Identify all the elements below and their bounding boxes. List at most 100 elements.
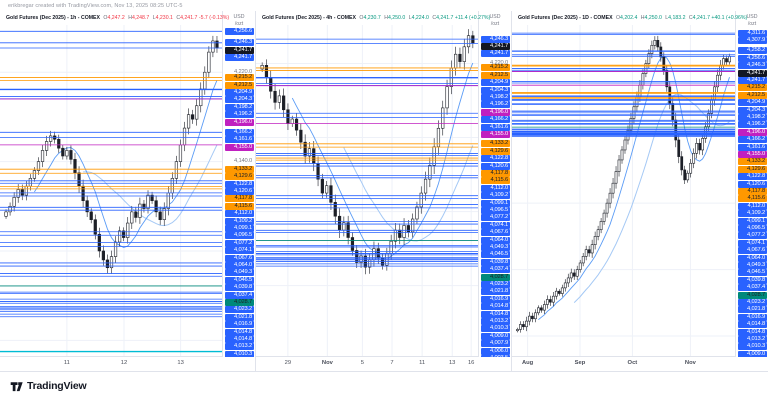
axis-time-tick: Aug: [521, 360, 534, 366]
axis-time-tick: 13: [448, 360, 456, 366]
level-price-label: 4,204.9: [481, 79, 510, 87]
price-scale-4h[interactable]: USD/ozt 4,220.0 4,246.3 4,241.7 4,241.7 4,215…: [478, 11, 511, 357]
legend-segment: H: [639, 15, 645, 21]
legend-segment: 4,230.1: [155, 15, 173, 21]
level-price-label: 4,064.0: [481, 236, 510, 244]
chart-panel-4h: Gold Futures (Dec 2025) - 4h - COMEX O4,…: [256, 11, 512, 371]
price-scale-unit: USD/ozt: [233, 14, 245, 27]
level-price-label: 4,003.5: [481, 354, 510, 357]
level-price-label: 4,046.5: [225, 276, 254, 284]
legend-segment: -5.7 (-0.13%): [197, 15, 230, 21]
level-price-label: 4,196.0: [225, 118, 254, 126]
level-price-label: 4,204.9: [225, 88, 254, 96]
level-price-label: 4,198.2: [225, 103, 254, 111]
axis-time-tick: 5: [360, 360, 365, 366]
credit-line: erikbregar created with TradingView.com,…: [8, 3, 183, 9]
level-price-label: 4,241.7: [481, 50, 510, 58]
level-price-label: 4,064.0: [225, 261, 254, 269]
level-price-label: 4,023.2: [225, 306, 254, 314]
legend-segment: 4,230.7: [363, 15, 381, 21]
level-price-label: 4,016.9: [738, 313, 767, 321]
level-price-label: 4,028.7: [481, 273, 510, 281]
time-axis-4h[interactable]: 29 Nov 5 7 11 13 16: [256, 356, 479, 371]
time-axis-1h[interactable]: 11 12 13: [0, 356, 223, 371]
legend-segment: O: [614, 15, 621, 21]
last-price-label: 4,241.7: [738, 69, 767, 77]
level-price-label: 4,067.6: [481, 229, 510, 237]
level-price-label: 4,196.0: [481, 108, 510, 116]
level-price-label: 4,129.6: [225, 173, 254, 181]
tradingview-logo-text: TradingView: [27, 380, 87, 392]
level-price-label: 4,096.5: [738, 225, 767, 232]
level-price-label: 4,246.3: [225, 39, 254, 47]
level-price-label: 4,077.2: [225, 239, 254, 247]
level-price-label: 4,074.1: [225, 247, 254, 255]
level-price-label: 4,204.3: [738, 106, 767, 114]
level-price-label: 4,109.2: [481, 192, 510, 200]
legend-segment: C: [174, 15, 181, 21]
level-price-label: 4,064.0: [738, 254, 767, 262]
level-price-label: 4,096.5: [225, 232, 254, 240]
legend-segment: +11.4 (+0.27%): [453, 15, 491, 21]
price-chart-canvas-1h[interactable]: [0, 11, 223, 356]
axis-time-tick: 12: [120, 360, 128, 366]
level-price-label: 4,166.2: [225, 128, 254, 136]
legend-segment: 4,241.7: [436, 15, 454, 21]
level-price-label: 4,021.8: [738, 306, 767, 314]
level-price-label: 4,166.2: [738, 136, 767, 144]
level-price-label: 4,007.9: [481, 340, 510, 348]
level-price-label: 4,155.0: [738, 151, 767, 158]
level-price-label: 4,204.9: [738, 99, 767, 107]
level-price-label: 4,074.1: [738, 239, 767, 247]
level-price-label: 4,013.2: [738, 336, 767, 343]
level-price-label: 4,112.0: [225, 210, 254, 218]
level-price-label: 4,129.6: [481, 147, 510, 155]
level-price-label: 4,037.4: [738, 284, 767, 292]
price-scale-unit: USD/ozt: [746, 14, 758, 27]
level-price-label: 4,014.8: [738, 321, 767, 329]
level-price-label: 4,117.8: [225, 195, 254, 203]
level-price-label: 4,021.8: [481, 288, 510, 296]
level-price-label: 4,023.2: [738, 299, 767, 306]
level-price-label: 4,049.3: [481, 243, 510, 251]
tradingview-logo[interactable]: TradingView: [10, 380, 87, 392]
legend-segment: Gold Futures (Dec 2025) - 1h - COMEX: [6, 15, 100, 21]
legend-segment: 4,241.7: [692, 15, 710, 21]
legend-segment: O: [357, 15, 364, 21]
level-price-label: 4,212.5: [225, 81, 254, 89]
price-scale-1D[interactable]: USD/ozt 4,311.6 4,307.9 4,258.2 4,256.6 4,246…: [735, 11, 768, 357]
level-price-label: 4,215.2: [225, 74, 254, 82]
chart-panel-1h: Gold Futures (Dec 2025) - 1h - COMEX O 4,…: [0, 11, 256, 371]
level-price-label: 4,039.8: [738, 276, 767, 284]
axis-time-tick: 7: [390, 360, 394, 366]
level-price-label: 4,311.6: [738, 29, 767, 37]
level-price-label: 4,307.9: [738, 37, 767, 44]
price-scale-unit: USD/ozt: [489, 14, 501, 27]
axis-time-tick: Oct: [627, 360, 638, 366]
axis-price-tick: 4,220.0: [490, 60, 508, 66]
level-price-label: 4,099.1: [481, 199, 510, 207]
legend-segment: O: [101, 15, 108, 21]
level-price-label: 4,077.2: [738, 232, 767, 240]
legend-segment: Gold Futures (Dec 2025) - 4h - COMEX: [262, 15, 356, 21]
level-price-label: 4,009.0: [481, 332, 510, 340]
time-axis-1D[interactable]: Aug Sep Oct Nov: [512, 356, 735, 371]
level-price-label: 4,115.6: [225, 202, 254, 210]
level-price-label: 4,046.5: [738, 269, 767, 277]
legend-segment: 4,183.2: [668, 15, 686, 21]
price-chart-canvas-1D[interactable]: [512, 11, 735, 356]
level-price-label: 4,215.2: [738, 84, 767, 92]
chart-legend-1D: Gold Futures (Dec 2025) - 1D - COMEX O4,…: [518, 14, 747, 23]
level-price-label: 4,161.6: [738, 143, 767, 151]
axis-price-tick: 4,220.0: [234, 68, 252, 75]
level-price-label: 4,109.2: [738, 210, 767, 218]
level-price-label: 4,074.1: [481, 221, 510, 229]
level-price-label: 4,204.3: [225, 96, 254, 104]
legend-segment: 4,202.4: [620, 15, 638, 21]
price-scale-1h[interactable]: USD/ozt 4,220.0 4,140.0 4,256.6 4,246.3 4,241…: [222, 11, 255, 357]
price-chart-canvas-4h[interactable]: [256, 11, 479, 356]
legend-segment: L: [407, 15, 412, 21]
legend-segment: 4,241.7: [180, 15, 198, 21]
axis-time-tick: Nov: [684, 360, 696, 366]
axis-price-tick: 4,140.0: [234, 158, 252, 165]
